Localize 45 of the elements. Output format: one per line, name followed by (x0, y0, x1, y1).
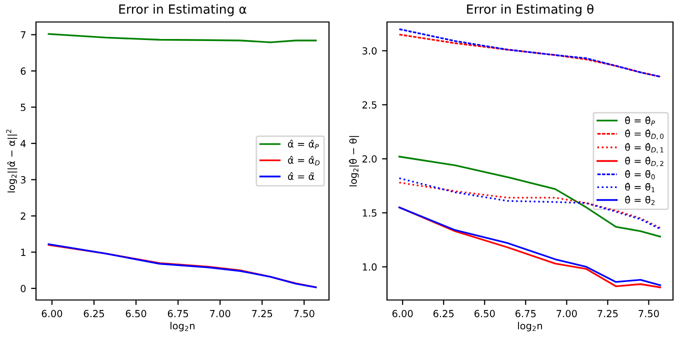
x-tick-label: 6.75 (516, 310, 536, 318)
legend-label: θ̂ = θ̂$_{D,2}$ (625, 156, 664, 167)
legend-label: θ̂ = θ̂$_{D,1}$ (625, 143, 664, 154)
legend-label: α̂ = α̂$_{P}$ (288, 140, 319, 150)
y-tick-label: 2 (20, 212, 26, 220)
y-axis-title: log$_{2}$||α̂ − α||$^{2}$ (6, 130, 18, 192)
x-tick-label: 7.00 (210, 310, 230, 318)
y-tick-label: 1 (21, 248, 26, 256)
x-tick-label: 6.50 (126, 310, 146, 318)
x-axis-title: log$_{2}$n (518, 322, 542, 332)
legend-label: θ̂ = θ̃$_{0}$ (625, 170, 655, 180)
y-tick-label: 3.0 (362, 47, 377, 55)
x-tick-label: 6.25 (433, 310, 454, 318)
y-tick-label: 1.0 (362, 263, 377, 271)
y-tick-label: 3 (20, 176, 26, 184)
x-tick-label: 6.00 (42, 310, 62, 318)
legend-label: α̂ = α̃ (288, 172, 314, 180)
line-series (398, 156, 662, 238)
chart-title: Error in Estimating θ (467, 4, 594, 16)
y-tick-label: 1.5 (362, 209, 376, 217)
x-axis-title: log$_{2}$n (170, 322, 194, 332)
legend-label: θ̂ = θ̂$_{P}$ (625, 116, 655, 126)
x-tick-label: 6.25 (84, 310, 104, 318)
y-tick-label: 7 (20, 31, 26, 38)
legend-label: θ̂ = θ̃$_{2}$ (625, 196, 655, 205)
y-tick-label: 0 (20, 284, 26, 292)
legend-label: θ̂ = θ̂$_{D,0}$ (625, 129, 664, 140)
y-tick-label: 5 (20, 104, 26, 112)
x-tick-label: 7.50 (294, 310, 314, 318)
y-tick-label: 4 (20, 140, 26, 148)
y-tick-label: 6 (20, 67, 26, 75)
x-tick-label: 7.25 (598, 310, 618, 318)
chart-title: Error in Estimating α (119, 4, 246, 16)
y-axis-title: log$_{2}$|θ̂ − θ| (348, 136, 359, 186)
x-tick-label: 6.75 (168, 310, 188, 318)
x-tick-label: 6.00 (392, 310, 413, 318)
legend-label: θ̂ = θ̃$_{1}$ (625, 182, 655, 192)
y-tick-label: 2.0 (362, 155, 377, 163)
x-tick-label: 7.25 (252, 310, 272, 318)
x-tick-label: 7.00 (556, 310, 577, 318)
x-tick-label: 7.50 (638, 310, 659, 318)
y-tick-label: 2.5 (362, 101, 376, 109)
x-tick-label: 6.50 (474, 310, 495, 318)
line-series (48, 33, 317, 44)
legend-label: α̂ = α̂$_{D}$ (288, 156, 320, 166)
